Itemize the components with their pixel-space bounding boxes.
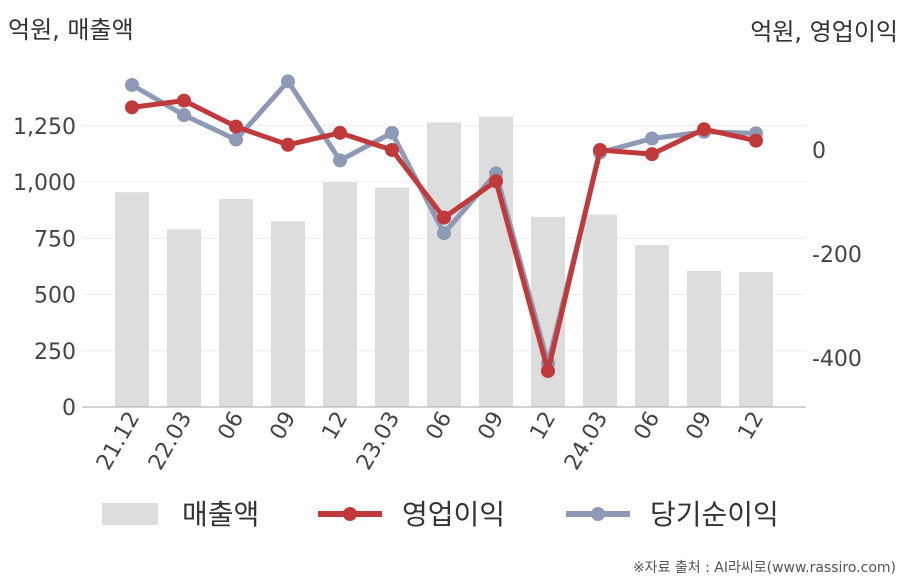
left-axis-ticks: 0 250 500 750 1,000 1,250	[13, 115, 76, 421]
data-point	[749, 133, 763, 148]
left-tick-label: 500	[34, 284, 76, 309]
data-point	[177, 108, 191, 123]
legend-item: 당기순이익	[566, 498, 779, 531]
x-tick-label: 06	[630, 408, 666, 445]
revenue-bar	[323, 182, 357, 407]
left-tick-label: 750	[34, 227, 76, 252]
data-point	[125, 100, 139, 115]
x-tick-label: 09	[474, 408, 510, 445]
left-tick-label: 250	[34, 340, 76, 365]
data-point	[229, 132, 243, 147]
x-tick-label: 12	[526, 408, 562, 445]
data-point	[645, 147, 659, 162]
revenue-bar	[115, 192, 149, 407]
revenue-bar	[167, 229, 201, 407]
left-tick-label: 1,000	[13, 171, 76, 196]
revenue-bar	[375, 187, 409, 407]
bar-series-revenue	[115, 116, 773, 407]
data-point	[333, 125, 347, 140]
line-series-operating-income	[125, 93, 763, 378]
revenue-bar	[635, 245, 669, 407]
legend-label: 매출액	[182, 498, 259, 531]
legend-swatch	[102, 503, 158, 525]
data-point	[697, 122, 711, 137]
data-point	[645, 131, 659, 146]
right-tick-label: 0	[812, 139, 826, 164]
x-tick-label: 06	[422, 408, 458, 445]
data-point	[437, 226, 451, 241]
legend: 매출액 영업이익 당기순이익	[102, 498, 779, 531]
x-tick-label: 09	[266, 408, 302, 445]
legend-label: 당기순이익	[650, 498, 779, 531]
revenue-bar	[219, 198, 253, 407]
data-point	[229, 119, 243, 134]
revenue-bar	[427, 122, 461, 407]
data-point	[385, 143, 399, 157]
right-tick-label: -400	[812, 347, 862, 372]
data-point	[177, 93, 191, 108]
legend-item: 영업이익	[318, 498, 505, 531]
data-point	[437, 210, 451, 225]
right-axis-ticks: -400 -200 0	[812, 139, 862, 372]
left-tick-label: 0	[62, 396, 76, 421]
revenue-bar	[739, 272, 773, 407]
data-point	[281, 137, 295, 152]
x-tick-label: 21.12	[92, 408, 145, 475]
data-point	[593, 143, 607, 157]
revenue-bar	[583, 214, 617, 407]
x-tick-label: 12	[318, 408, 354, 445]
x-tick-label: 23.03	[352, 408, 405, 475]
data-point	[385, 125, 399, 140]
source-note: ※자료 출처 : AI라씨로(www.rassiro.com)	[633, 560, 896, 576]
legend-swatch-marker	[591, 507, 605, 521]
right-tick-label: -200	[812, 243, 862, 268]
x-tick-label: 12	[734, 408, 770, 445]
left-tick-label: 1,250	[13, 115, 76, 140]
x-tick-label: 22.03	[144, 408, 197, 475]
left-axis-title: 억원, 매출액	[8, 16, 134, 44]
revenue-bar	[479, 116, 513, 407]
legend-label: 영업이익	[402, 498, 505, 531]
legend-item: 매출액	[102, 498, 259, 531]
data-point	[489, 174, 503, 189]
right-axis-title: 억원, 영업이익	[750, 18, 898, 46]
x-tick-label: 09	[682, 408, 718, 445]
data-point	[333, 153, 347, 168]
legend-swatch-marker	[343, 507, 357, 521]
x-tick-label: 24.03	[560, 408, 613, 475]
line-series	[125, 74, 763, 378]
x-tick-label: 06	[214, 408, 250, 445]
data-point	[281, 74, 295, 89]
revenue-bar	[687, 270, 721, 407]
revenue-bar	[271, 221, 305, 407]
data-point	[541, 364, 555, 378]
data-point	[125, 78, 139, 92]
